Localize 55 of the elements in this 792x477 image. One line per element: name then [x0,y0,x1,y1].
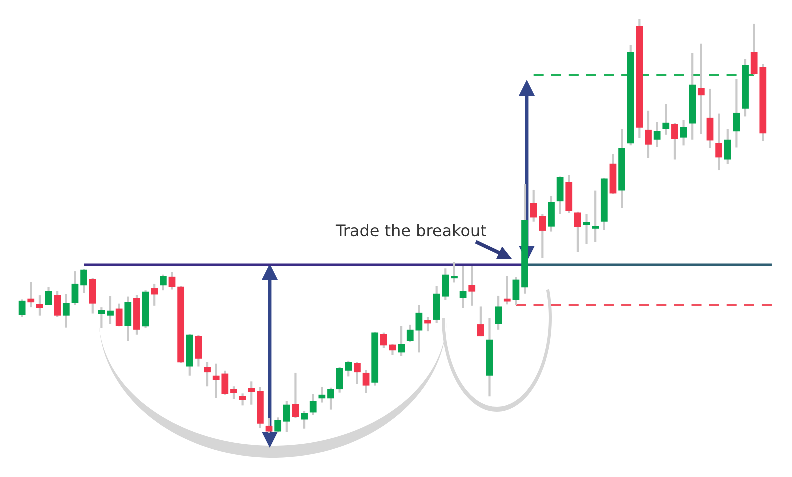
candlestick [495,294,502,331]
candlestick [504,275,511,306]
candlestick [328,386,334,411]
candlestick [107,295,114,326]
candlestick [654,121,661,148]
candlestick [512,276,520,306]
candlestick [62,293,70,329]
candlestick [662,103,670,136]
candlestick [18,298,26,318]
candlestick [477,306,484,338]
candlestick [239,392,246,407]
candlestick [354,361,361,386]
annotation: Trade the breakout [336,224,486,237]
candlestick [80,268,88,295]
candlestick [724,128,732,166]
candlestick [274,416,282,434]
candlestick [230,386,238,400]
candlestick [424,316,432,333]
candlestick [460,265,467,310]
candlestick [698,42,705,136]
candlestick [389,342,396,356]
candlestick [248,380,256,406]
candlestick [301,410,308,430]
candlestick [733,78,740,149]
candlestick [168,271,176,291]
candlestick [204,361,211,388]
candlestick [680,119,688,147]
candlestick [36,294,44,317]
candlestick [72,270,79,306]
candlestick [406,324,414,343]
candlestick [645,110,652,160]
candlestick [283,400,290,434]
candlestick [310,393,317,416]
candlestick [672,122,678,161]
candlestick [706,88,714,150]
candlestick [195,334,202,368]
candlestick [362,369,370,394]
candlestick [45,286,52,307]
candlestick [28,281,35,309]
candlestick [380,332,388,350]
candlestick [451,261,458,284]
candlestick [266,417,273,434]
candlestick [574,210,582,254]
candlestick [592,190,600,244]
candlestick [292,372,300,420]
candlestick [160,274,167,292]
candlestick [468,265,476,307]
candlestick [54,290,62,319]
candlestick [98,306,106,330]
candlestick [416,304,423,354]
candlestick [716,112,722,172]
candlestick [116,302,123,328]
candlestick [318,386,326,404]
candlestick [151,282,158,307]
candlestick [398,325,405,358]
